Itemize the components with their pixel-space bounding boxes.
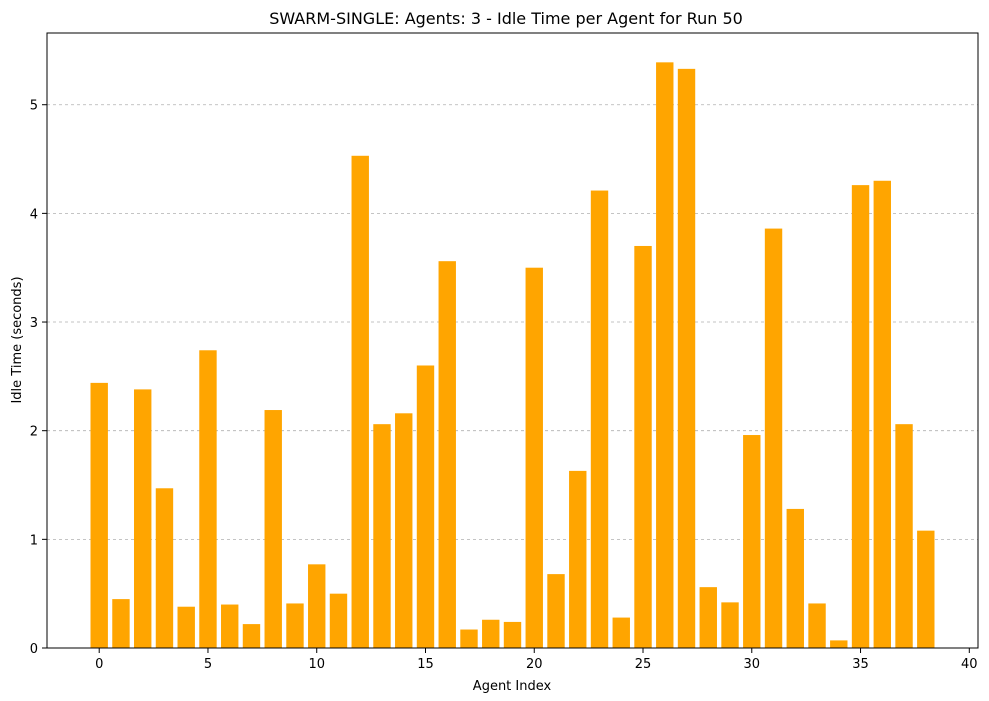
bar-agent-26 <box>656 62 674 648</box>
bar-agent-10 <box>308 564 326 648</box>
bar-agent-36 <box>873 180 891 648</box>
x-axis-label: Agent Index <box>473 679 552 694</box>
x-tick-label-10: 10 <box>308 657 325 672</box>
bar-agent-9 <box>286 603 304 648</box>
bar-agent-21 <box>547 574 565 648</box>
x-tick-label-25: 25 <box>635 657 652 672</box>
bar-agent-8 <box>264 410 282 648</box>
bar-agent-16 <box>438 261 456 648</box>
bar-agent-20 <box>525 267 543 648</box>
bar-agent-14 <box>395 413 413 648</box>
x-tick-label-20: 20 <box>526 657 543 672</box>
bar-agent-11 <box>329 593 348 648</box>
x-tick-label-30: 30 <box>744 657 761 672</box>
bar-agent-29 <box>721 602 739 648</box>
bar-agent-28 <box>699 587 717 648</box>
bar-agent-22 <box>569 470 587 648</box>
bar-agent-24 <box>612 617 630 648</box>
y-tick-label-5: 5 <box>30 99 38 114</box>
bar-agent-25 <box>634 245 652 648</box>
y-axis-label: Idle Time (seconds) <box>10 276 25 403</box>
x-tick-label-40: 40 <box>961 657 978 672</box>
bar-agent-1 <box>112 599 130 648</box>
chart-title: SWARM-SINGLE: Agents: 3 - Idle Time per … <box>269 9 743 28</box>
bar-agent-23 <box>590 190 609 648</box>
plot-frame <box>46 32 979 649</box>
bar-agent-34 <box>830 640 848 648</box>
bar-agent-3 <box>155 488 174 648</box>
grid-lines <box>47 104 978 540</box>
bar-agent-38 <box>917 530 935 648</box>
y-tick-label-0: 0 <box>30 642 38 657</box>
x-tick-label-15: 15 <box>417 657 434 672</box>
bar-agent-17 <box>460 629 478 648</box>
bar-agent-27 <box>677 68 696 649</box>
y-axis-ticks: 0 1 2 3 4 5 <box>30 99 47 657</box>
bars <box>90 62 935 649</box>
bar-agent-6 <box>221 604 239 648</box>
x-tick-label-5: 5 <box>204 657 212 672</box>
y-tick-label-4: 4 <box>30 207 38 222</box>
bar-agent-5 <box>199 350 217 648</box>
x-tick-label-0: 0 <box>95 657 103 672</box>
bar-agent-33 <box>808 603 826 648</box>
bar-agent-15 <box>416 365 435 648</box>
bar-agent-30 <box>743 435 761 648</box>
bar-agent-37 <box>895 424 913 648</box>
bar-agent-0 <box>90 382 108 648</box>
bar-agent-2 <box>134 389 152 648</box>
bar-agent-31 <box>764 228 783 648</box>
bar-agent-7 <box>242 624 261 648</box>
y-tick-label-2: 2 <box>30 425 38 440</box>
y-tick-label-1: 1 <box>30 533 38 548</box>
bar-agent-13 <box>373 424 391 648</box>
bar-agent-18 <box>482 619 500 648</box>
y-tick-label-3: 3 <box>30 316 38 331</box>
x-tick-label-35: 35 <box>852 657 869 672</box>
bar-agent-4 <box>177 606 195 648</box>
bar-agent-32 <box>786 508 804 648</box>
x-axis-ticks: 0 5 10 15 20 25 30 35 40 <box>95 648 978 672</box>
bar-agent-19 <box>503 621 522 648</box>
bar-agent-12 <box>351 155 369 648</box>
bar-agent-35 <box>851 185 870 648</box>
